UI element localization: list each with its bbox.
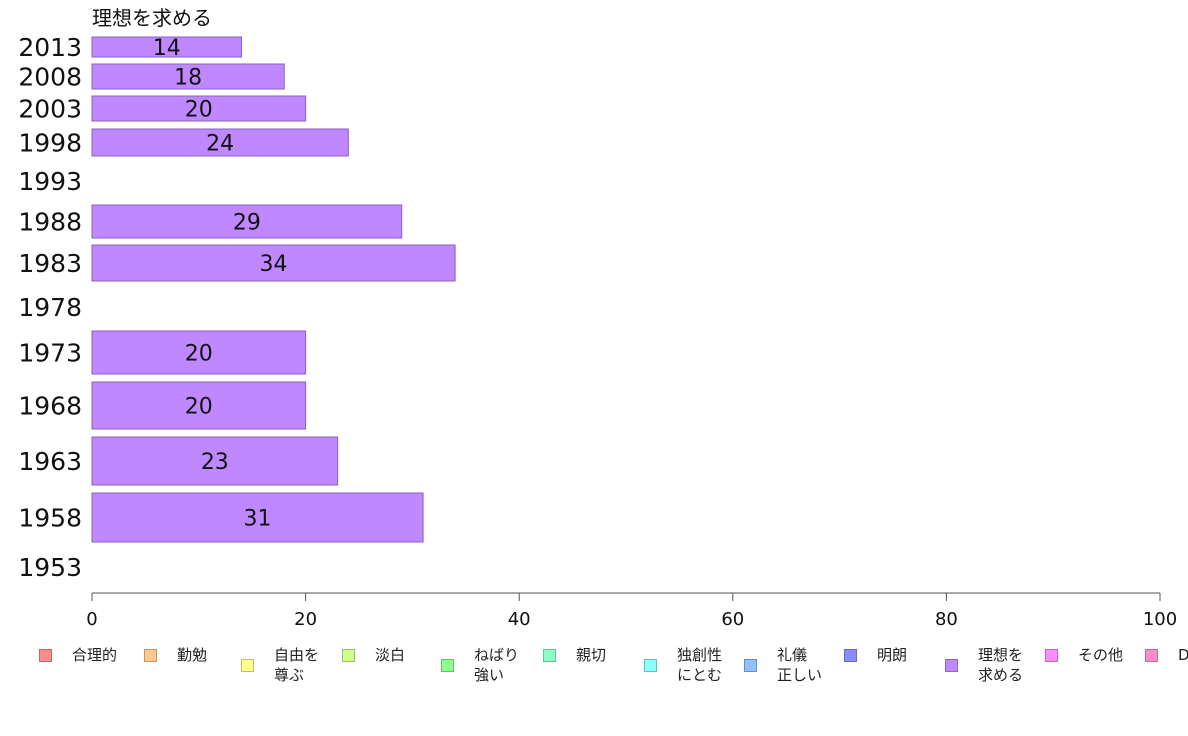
y-tick-label: 2013 bbox=[18, 33, 82, 62]
data-label: 34 bbox=[260, 252, 288, 277]
legend-item: 独創性 にとむ bbox=[644, 645, 722, 685]
data-label: 14 bbox=[153, 36, 181, 61]
y-tick-label: 1978 bbox=[18, 293, 82, 322]
data-label: 29 bbox=[233, 211, 261, 236]
legend-item: その他 bbox=[1045, 645, 1123, 665]
y-tick-label: 1968 bbox=[18, 392, 82, 421]
y-tick-label: 1958 bbox=[18, 504, 82, 533]
legend-swatch bbox=[744, 658, 757, 672]
legend-item: 明朗 bbox=[844, 645, 907, 665]
bar bbox=[91, 63, 285, 90]
legend-item: 自由を 尊ぶ bbox=[241, 645, 319, 685]
y-tick-label: 2008 bbox=[18, 63, 82, 92]
legend-label: ねばり 強い bbox=[474, 646, 520, 684]
x-tick-label: 40 bbox=[508, 609, 531, 630]
legend-label: その他 bbox=[1078, 646, 1124, 664]
bar bbox=[91, 128, 349, 157]
data-label: 24 bbox=[206, 132, 234, 157]
legend-label: 淡白 bbox=[375, 646, 406, 664]
legend-item: 合理的 bbox=[39, 645, 117, 665]
legend-item: 勤勉 bbox=[144, 645, 207, 665]
legend-swatch bbox=[844, 648, 857, 662]
bar bbox=[91, 330, 307, 375]
legend-label: 独創性 にとむ bbox=[677, 646, 723, 684]
legend-item: 淡白 bbox=[342, 645, 405, 665]
legend-swatch bbox=[441, 658, 454, 672]
bar bbox=[91, 492, 424, 543]
legend-swatch bbox=[241, 658, 254, 672]
y-tick-label: 1983 bbox=[18, 249, 82, 278]
data-label: 20 bbox=[185, 395, 213, 420]
y-tick-label: 1973 bbox=[18, 339, 82, 368]
data-label: 18 bbox=[174, 66, 202, 91]
data-label: 23 bbox=[201, 450, 229, 475]
x-tick-label: 100 bbox=[1143, 609, 1177, 630]
bar bbox=[91, 204, 403, 239]
y-tick-label: 1993 bbox=[18, 167, 82, 196]
y-tick-label: 1953 bbox=[18, 553, 82, 582]
data-label: 31 bbox=[244, 507, 272, 532]
legend-label: 礼儀 正しい bbox=[777, 646, 823, 684]
legend-swatch bbox=[342, 648, 355, 662]
bar bbox=[91, 381, 307, 430]
legend-label: 理想を 求める bbox=[978, 646, 1024, 684]
bar bbox=[91, 95, 307, 122]
x-tick-label: 20 bbox=[294, 609, 317, 630]
y-tick-label: 1998 bbox=[18, 129, 82, 158]
chart-title: 理想を求める bbox=[92, 6, 212, 30]
legend-swatch bbox=[1145, 648, 1158, 662]
legend-label: D bbox=[1178, 646, 1188, 664]
x-tick-label: 0 bbox=[86, 609, 97, 630]
legend-item: 理想を 求める bbox=[945, 645, 1023, 685]
legend-swatch bbox=[144, 648, 157, 662]
legend-label: 自由を 尊ぶ bbox=[274, 646, 320, 684]
legend-swatch bbox=[1045, 648, 1058, 662]
legend-label: 明朗 bbox=[877, 646, 908, 664]
y-tick-label: 1963 bbox=[18, 447, 82, 476]
legend-item: ねばり 強い bbox=[441, 645, 519, 685]
legend-label: 勤勉 bbox=[177, 646, 208, 664]
y-tick-label: 1988 bbox=[18, 208, 82, 237]
bar bbox=[91, 244, 456, 282]
x-tick-label: 60 bbox=[721, 609, 744, 630]
bar bbox=[91, 436, 339, 486]
legend-item: 親切 bbox=[543, 645, 606, 665]
legend-item: D bbox=[1145, 645, 1188, 665]
legend-swatch bbox=[644, 658, 657, 672]
y-tick-label: 2003 bbox=[18, 95, 82, 124]
data-label: 20 bbox=[185, 342, 213, 367]
legend-swatch bbox=[945, 658, 958, 672]
bar bbox=[91, 36, 243, 58]
legend-label: 親切 bbox=[576, 646, 607, 664]
legend-swatch bbox=[39, 648, 52, 662]
x-tick-label: 80 bbox=[935, 609, 958, 630]
data-label: 20 bbox=[185, 98, 213, 123]
legend-swatch bbox=[543, 648, 556, 662]
legend-label: 合理的 bbox=[72, 646, 118, 664]
legend-item: 礼儀 正しい bbox=[744, 645, 822, 685]
